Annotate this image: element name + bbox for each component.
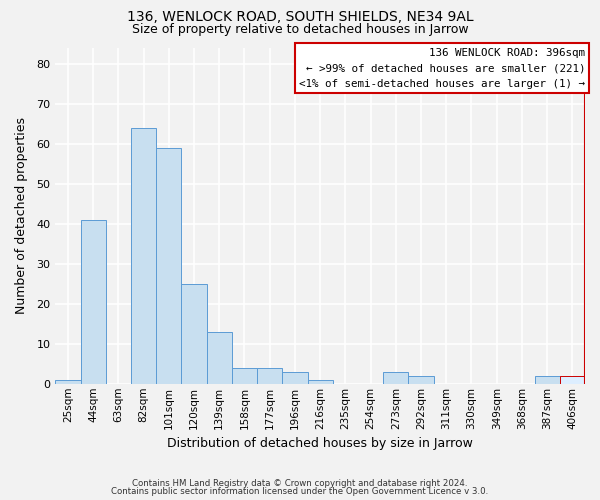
Text: 136, WENLOCK ROAD, SOUTH SHIELDS, NE34 9AL: 136, WENLOCK ROAD, SOUTH SHIELDS, NE34 9… xyxy=(127,10,473,24)
Bar xyxy=(80,220,106,384)
Bar xyxy=(535,376,560,384)
Text: Contains public sector information licensed under the Open Government Licence v : Contains public sector information licen… xyxy=(112,488,488,496)
Bar xyxy=(283,372,308,384)
Bar xyxy=(131,128,156,384)
Bar xyxy=(232,368,257,384)
Y-axis label: Number of detached properties: Number of detached properties xyxy=(15,117,28,314)
Text: Contains HM Land Registry data © Crown copyright and database right 2024.: Contains HM Land Registry data © Crown c… xyxy=(132,478,468,488)
Bar xyxy=(308,380,333,384)
Bar xyxy=(156,148,181,384)
X-axis label: Distribution of detached houses by size in Jarrow: Distribution of detached houses by size … xyxy=(167,437,473,450)
Bar xyxy=(257,368,283,384)
Bar xyxy=(55,380,80,384)
Bar xyxy=(409,376,434,384)
Text: 136 WENLOCK ROAD: 396sqm
← >99% of detached houses are smaller (221)
<1% of semi: 136 WENLOCK ROAD: 396sqm ← >99% of detac… xyxy=(299,48,585,88)
Bar xyxy=(383,372,409,384)
Text: Size of property relative to detached houses in Jarrow: Size of property relative to detached ho… xyxy=(131,22,469,36)
Bar xyxy=(206,332,232,384)
Bar xyxy=(181,284,206,384)
Bar xyxy=(560,376,585,384)
